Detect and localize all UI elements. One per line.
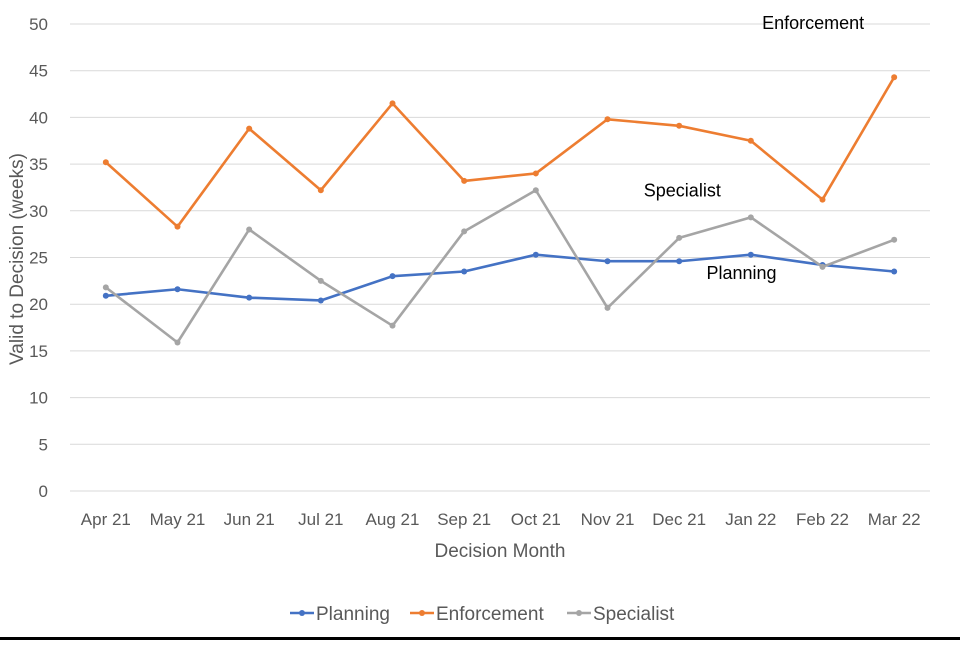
x-tick-label: Jul 21 (298, 510, 343, 529)
enforcement-data-point (102, 159, 109, 166)
legend-marker-planning (299, 610, 305, 616)
x-tick-label: Jan 22 (725, 510, 776, 529)
legend-marker-enforcement (419, 610, 425, 616)
series-planning (102, 251, 898, 304)
y-tick-label: 25 (29, 249, 48, 268)
enforcement-data-point (676, 122, 683, 129)
annotation-specialist: Specialist (644, 180, 721, 200)
enforcement-data-point (461, 177, 468, 184)
enforcement-data-point (174, 223, 181, 230)
annotation-planning: Planning (706, 263, 776, 283)
planning-data-point (389, 273, 396, 280)
enforcement-data-point (604, 116, 611, 123)
y-tick-label: 45 (29, 62, 48, 81)
legend-marker-specialist (576, 610, 582, 616)
specialist-data-point (174, 339, 181, 346)
annotations: Enforcement Specialist Planning (644, 13, 864, 283)
planning-data-point (461, 268, 468, 275)
legend-label-enforcement: Enforcement (436, 604, 544, 625)
legend-item-planning: Planning (290, 604, 390, 625)
series-group (102, 74, 898, 346)
specialist-data-point (604, 304, 611, 311)
specialist-data-point (532, 187, 539, 194)
x-axis-title: Decision Month (435, 541, 566, 562)
enforcement-data-point (389, 100, 396, 107)
x-tick-label: Aug 21 (366, 510, 420, 529)
enforcement-data-point (317, 187, 324, 194)
planning-data-point (174, 286, 181, 293)
x-tick-label: Jun 21 (224, 510, 275, 529)
y-tick-label: 5 (39, 435, 48, 454)
y-tick-label: 0 (39, 482, 48, 501)
annotation-enforcement: Enforcement (762, 13, 864, 33)
planning-data-point (891, 268, 898, 275)
legend-item-specialist: Specialist (567, 604, 675, 625)
specialist-data-point (461, 228, 468, 235)
specialist-data-point (389, 322, 396, 329)
legend-label-specialist: Specialist (593, 604, 675, 625)
specialist-data-point (246, 226, 253, 233)
enforcement-data-point (891, 74, 898, 81)
gridlines (70, 23, 930, 492)
y-tick-label: 35 (29, 155, 48, 174)
enforcement-data-point (246, 125, 253, 132)
specialist-data-point (819, 263, 826, 270)
y-tick-label: 20 (29, 295, 48, 314)
y-axis-ticks: 0 5 10 15 20 25 30 35 40 45 50 (29, 15, 48, 501)
enforcement-data-point (819, 196, 826, 203)
y-tick-label: 30 (29, 202, 48, 221)
specialist-data-point (102, 284, 109, 291)
y-tick-label: 15 (29, 342, 48, 361)
y-tick-label: 40 (29, 108, 48, 127)
x-tick-label: Nov 21 (581, 510, 635, 529)
legend-label-planning: Planning (316, 604, 390, 625)
enforcement-line (104, 76, 896, 228)
planning-data-point (747, 251, 754, 258)
specialist-line (105, 188, 895, 344)
planning-data-point (532, 251, 539, 258)
enforcement-data-point (532, 170, 539, 177)
y-tick-label: 50 (29, 15, 48, 34)
x-tick-label: Feb 22 (796, 510, 849, 529)
bottom-border (0, 637, 960, 640)
enforcement-data-point (747, 137, 754, 144)
specialist-data-point (676, 234, 683, 241)
planning-data-point (676, 258, 683, 265)
y-axis-title: Valid to Decision (weeks) (7, 153, 28, 365)
x-axis-ticks: Apr 21 May 21 Jun 21 Jul 21 Aug 21 Sep 21 Oct … (81, 510, 921, 529)
planning-data-point (317, 297, 324, 304)
specialist-data-point (747, 214, 754, 221)
specialist-data-point (891, 236, 898, 243)
planning-line (105, 253, 895, 302)
legend-item-enforcement: Enforcement (410, 604, 544, 625)
legend: Planning Enforcement Specialist (290, 604, 675, 625)
x-tick-label: Oct 21 (511, 510, 561, 529)
x-tick-label: Dec 21 (652, 510, 706, 529)
specialist-data-point (317, 277, 324, 284)
x-tick-label: Apr 21 (81, 510, 131, 529)
y-tick-label: 10 (29, 389, 48, 408)
planning-data-point (102, 292, 109, 299)
planning-data-point (246, 294, 253, 301)
x-tick-label: Sep 21 (437, 510, 491, 529)
x-tick-label: May 21 (150, 510, 206, 529)
x-tick-label: Mar 22 (868, 510, 921, 529)
series-specialist (102, 187, 898, 346)
planning-data-point (604, 258, 611, 265)
series-enforcement (102, 74, 898, 230)
